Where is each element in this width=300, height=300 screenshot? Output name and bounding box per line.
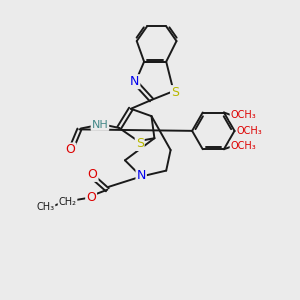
Text: OCH₃: OCH₃ — [230, 110, 256, 120]
Text: OCH₃: OCH₃ — [230, 141, 256, 151]
Text: S: S — [136, 137, 144, 150]
Text: N: N — [130, 75, 140, 88]
Text: CH₂: CH₂ — [58, 196, 76, 206]
Text: OCH₃: OCH₃ — [236, 126, 262, 136]
Text: N: N — [136, 169, 146, 182]
Text: O: O — [86, 190, 96, 204]
Text: O: O — [66, 143, 75, 157]
Text: O: O — [88, 168, 98, 181]
Text: NH: NH — [92, 120, 108, 130]
Text: S: S — [171, 86, 179, 99]
Text: CH₃: CH₃ — [36, 202, 55, 212]
